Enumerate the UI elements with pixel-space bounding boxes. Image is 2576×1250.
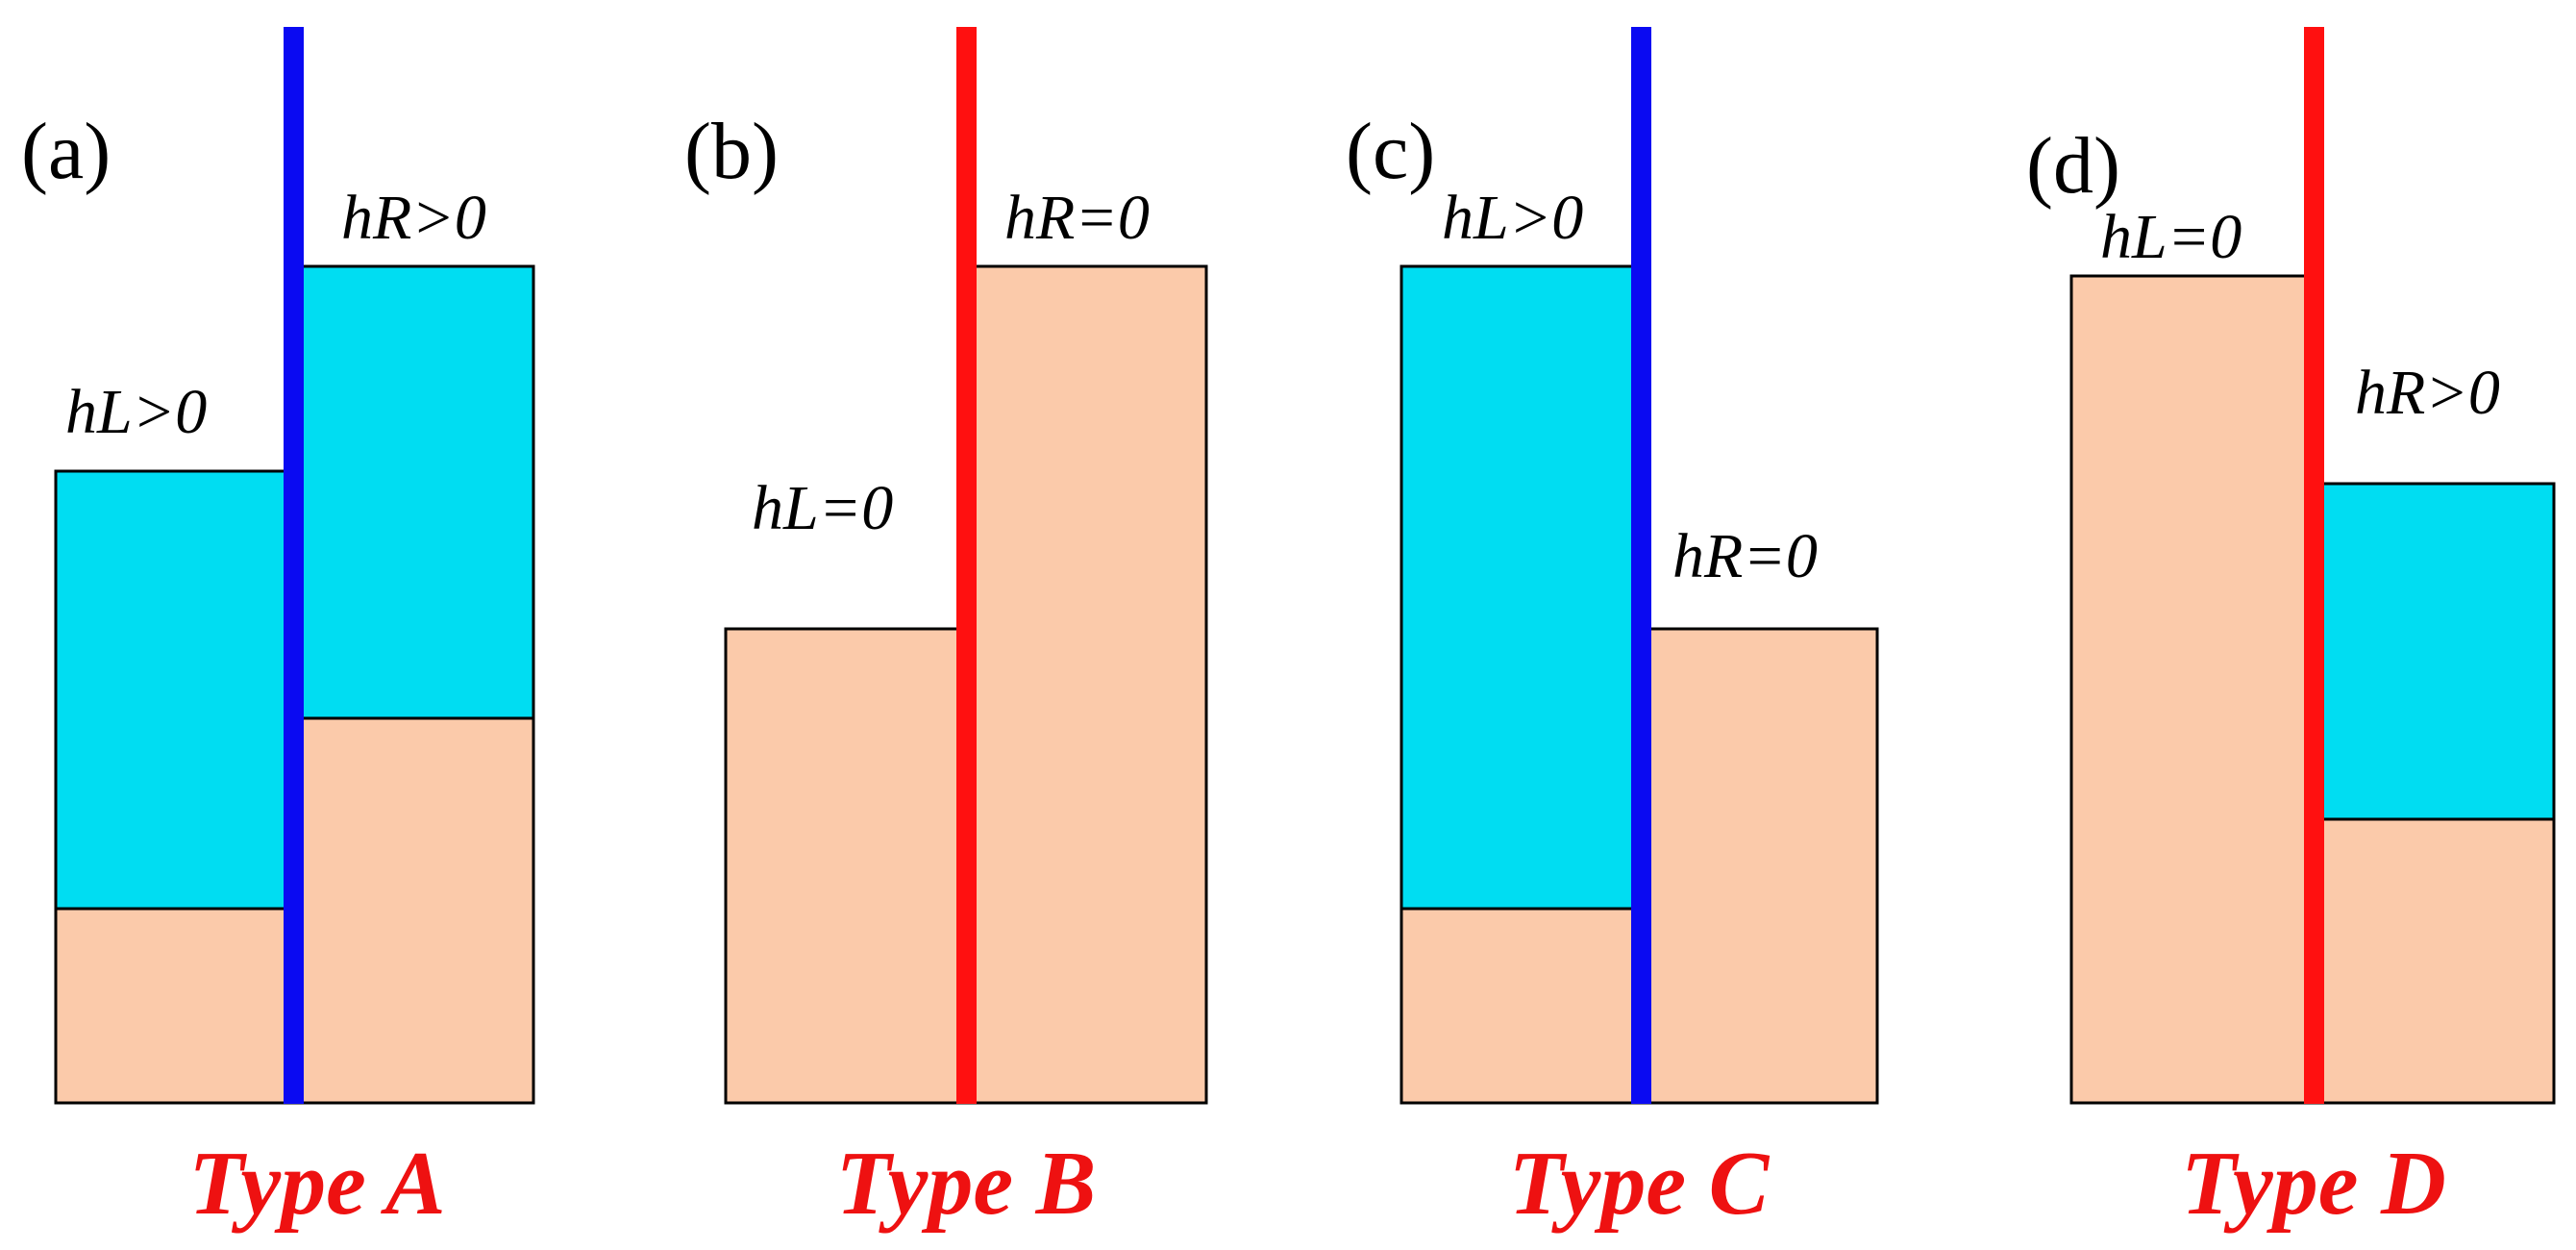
- panel-b: (b) hL=0 hR=0 Type B: [684, 27, 1208, 1234]
- panel-b-right-soil: [964, 264, 1208, 1105]
- panel-b-wall: [956, 27, 977, 1104]
- panel-d-right-water: [2312, 482, 2556, 821]
- panel-d-wall: [2304, 27, 2324, 1104]
- panel-a-label: (a): [21, 107, 111, 196]
- panel-a-left-soil: [54, 907, 293, 1105]
- panel-d-label: (d): [2026, 121, 2120, 211]
- panel-d-left-soil: [2069, 274, 2316, 1105]
- panel-c-label: (c): [1346, 107, 1435, 196]
- panel-d-left-height-label: hL=0: [2100, 202, 2242, 272]
- panel-a-right-height-label: hR>0: [341, 183, 486, 253]
- panel-a-left-water: [54, 469, 293, 911]
- panel-c-left-soil: [1399, 907, 1644, 1105]
- panel-a-right-soil: [289, 716, 535, 1105]
- panel-b-label: (b): [684, 107, 779, 196]
- panel-d-right-height-label: hR>0: [2355, 358, 2500, 428]
- panel-d-type-label: Type D: [2181, 1134, 2446, 1234]
- panel-c-wall: [1631, 27, 1651, 1104]
- panel-d-right-soil: [2312, 817, 2556, 1105]
- panel-b-right-height-label: hR=0: [1004, 183, 1150, 253]
- panel-a-type-label: Type A: [188, 1134, 445, 1234]
- panel-b-left-soil: [724, 627, 968, 1105]
- panel-a-right-water: [289, 264, 535, 720]
- panel-b-left-height-label: hL=0: [752, 473, 893, 543]
- panel-a: (a) hL>0 hR>0 Type A: [21, 27, 535, 1234]
- panel-c-left-water: [1399, 264, 1644, 911]
- panel-d: (d) hL=0 hR>0 Type D: [2026, 27, 2556, 1234]
- panel-b-type-label: Type B: [836, 1134, 1097, 1234]
- panel-c-right-height-label: hR=0: [1672, 521, 1818, 591]
- panel-a-wall: [284, 27, 304, 1104]
- panel-a-left-height-label: hL>0: [65, 377, 207, 447]
- panel-c-type-label: Type C: [1509, 1134, 1771, 1234]
- panel-c-right-soil: [1640, 627, 1879, 1105]
- panel-c: (c) hL>0 hR=0 Type C: [1346, 27, 1879, 1234]
- panel-c-left-height-label: hL>0: [1442, 183, 1583, 253]
